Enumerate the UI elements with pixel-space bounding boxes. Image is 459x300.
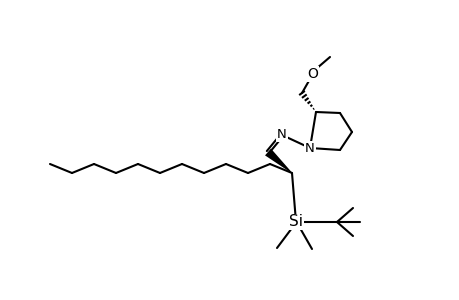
- Text: Si: Si: [288, 214, 302, 230]
- Text: N: N: [304, 142, 314, 154]
- Polygon shape: [264, 148, 291, 173]
- Text: N: N: [276, 128, 286, 142]
- Text: O: O: [307, 67, 318, 81]
